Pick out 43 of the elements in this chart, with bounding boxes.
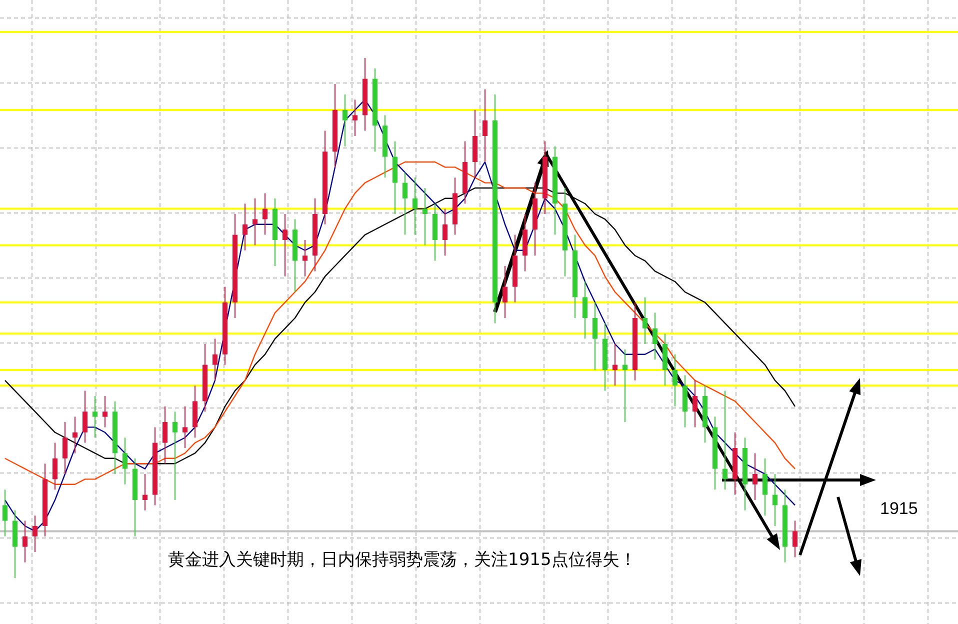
- candlestick: [142, 474, 148, 511]
- candlestick: [82, 390, 88, 444]
- candlestick: [342, 94, 348, 147]
- candlestick: [92, 396, 98, 438]
- candlestick: [52, 442, 58, 490]
- candlestick: [242, 203, 248, 251]
- candlestick: [212, 338, 218, 381]
- candlestick: [442, 208, 448, 256]
- candlestick: [282, 214, 288, 277]
- candlestick: [22, 520, 28, 563]
- candlestick: [162, 406, 168, 464]
- candlestick: [182, 406, 188, 448]
- candlestick: [692, 380, 698, 428]
- candlestick: [722, 390, 728, 490]
- candlestick: [422, 188, 428, 246]
- candlestick: [32, 515, 38, 552]
- candlestick: [62, 422, 68, 474]
- candlestick: [642, 296, 648, 344]
- candlestick: [482, 88, 488, 162]
- candlestick: [262, 192, 268, 236]
- annotation: 黄金进入关键时期，日内保持弱势震荡，关注1915点位得失！: [168, 550, 636, 570]
- candlestick: [252, 198, 258, 246]
- candlestick: [612, 344, 618, 386]
- candlestick: [652, 312, 658, 360]
- candlestick: [792, 520, 798, 558]
- candlestick: [582, 281, 588, 340]
- candlestick: [402, 172, 408, 236]
- candlestick: [172, 411, 178, 500]
- candlestick: [762, 458, 768, 516]
- candlestick: [102, 396, 108, 428]
- candlestick: [412, 177, 418, 236]
- candlestick: [72, 416, 78, 454]
- candlestick: [592, 302, 598, 370]
- candlestick: [502, 266, 508, 318]
- candlestick: [352, 99, 358, 136]
- candlestick: [622, 348, 628, 422]
- candlestick: [672, 354, 678, 407]
- candlestick: [122, 437, 128, 485]
- candlestick: [302, 240, 308, 277]
- candlestick: [2, 489, 8, 537]
- text: 1915: [880, 499, 918, 518]
- candlestick: [752, 452, 758, 500]
- candlestick: [772, 474, 778, 526]
